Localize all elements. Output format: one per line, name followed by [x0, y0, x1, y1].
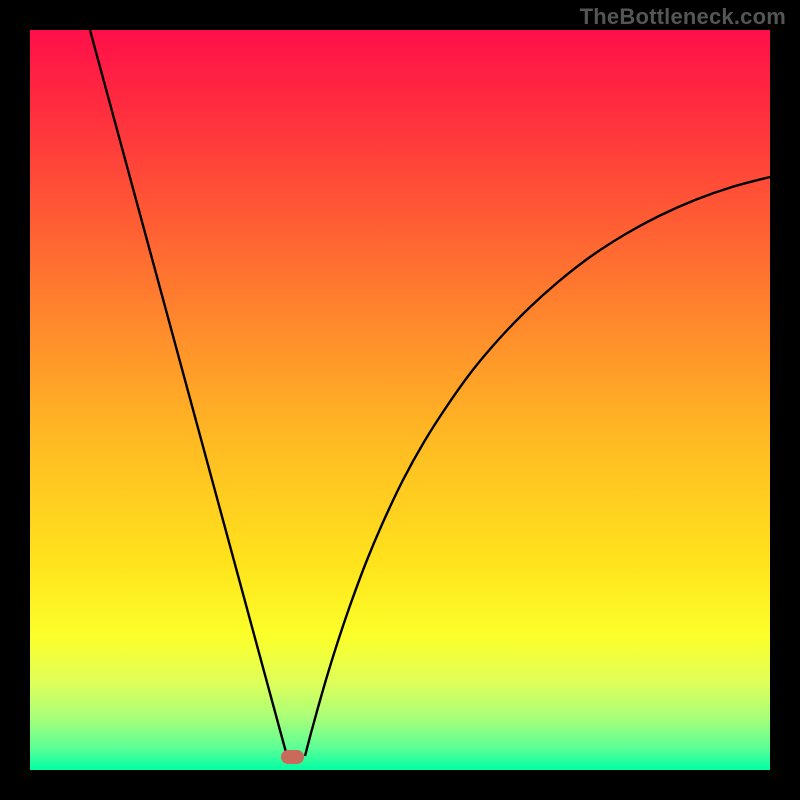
gradient-background — [30, 30, 770, 770]
plot-area — [30, 30, 770, 770]
minimum-marker — [281, 750, 304, 764]
watermark-text: TheBottleneck.com — [580, 4, 786, 30]
chart-frame: TheBottleneck.com — [0, 0, 800, 800]
